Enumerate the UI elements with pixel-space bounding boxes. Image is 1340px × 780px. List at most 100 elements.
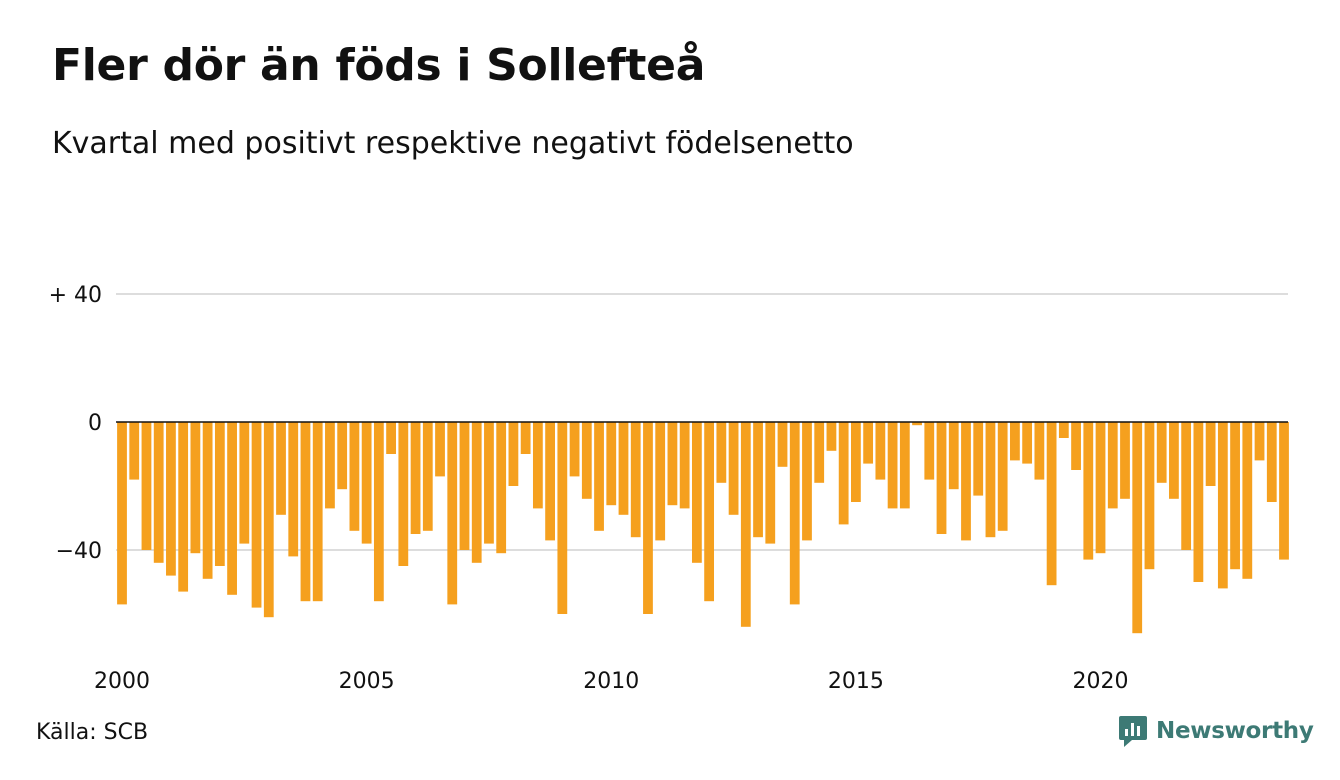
bar [948, 422, 959, 490]
bar [606, 422, 617, 506]
bar-chart: + 40 0 −40 2000 2005 2010 2015 2020 [49, 283, 1289, 694]
bar [1071, 422, 1081, 470]
bar [202, 422, 213, 579]
bar [1242, 422, 1253, 579]
bar [153, 422, 164, 563]
bar [300, 422, 311, 602]
bar [545, 422, 555, 541]
bar [1193, 422, 1204, 582]
bar [337, 422, 348, 490]
bar [1169, 422, 1179, 499]
y-tick-label: + 40 [49, 283, 102, 308]
bar [1058, 422, 1069, 438]
bar [1266, 422, 1277, 502]
bar [520, 422, 531, 454]
bar [667, 422, 678, 506]
bar [1107, 422, 1118, 509]
bar [386, 422, 396, 454]
bar [899, 422, 910, 509]
bar [227, 422, 237, 595]
bar [728, 422, 739, 515]
bar [753, 422, 763, 538]
bar [1156, 422, 1167, 483]
bar [263, 422, 274, 618]
bar [765, 422, 776, 544]
bar [471, 422, 482, 563]
bar [826, 422, 837, 451]
newsworthy-logo-icon [1119, 716, 1147, 747]
bar [410, 422, 421, 534]
bar [961, 422, 971, 541]
newsworthy-logo-text: Newsworthy [1156, 718, 1314, 744]
bar [1181, 422, 1192, 550]
bar [789, 422, 800, 605]
bar [912, 422, 922, 426]
bar [1120, 422, 1130, 499]
bar [435, 422, 445, 477]
bar [679, 422, 690, 509]
x-tick-label: 2020 [1073, 669, 1129, 694]
bar [1034, 422, 1045, 480]
bar [325, 422, 335, 509]
bar [117, 422, 127, 605]
bar [802, 422, 812, 541]
bar [1205, 422, 1216, 486]
bar [1022, 422, 1033, 464]
chart-subtitle: Kvartal med positivt respektive negativt… [52, 126, 854, 161]
bar [704, 422, 715, 602]
bar [214, 422, 225, 566]
bar [740, 422, 751, 627]
bar [288, 422, 299, 557]
bar [985, 422, 996, 538]
bars [117, 422, 1289, 634]
bar [875, 422, 886, 480]
source-note: Källa: SCB [36, 720, 149, 745]
bar [459, 422, 470, 550]
x-tick-label: 2015 [828, 669, 884, 694]
bar [1046, 422, 1057, 586]
bar [1010, 422, 1020, 461]
bar [1254, 422, 1265, 461]
bar [1132, 422, 1143, 634]
bar [251, 422, 262, 608]
bar [716, 422, 727, 483]
bar [447, 422, 458, 605]
bar [422, 422, 433, 531]
bar [838, 422, 849, 525]
bar [581, 422, 592, 499]
x-tick-label: 2010 [583, 669, 639, 694]
bar [1144, 422, 1155, 570]
bar [166, 422, 176, 576]
bar [618, 422, 629, 515]
bar [569, 422, 580, 477]
bar [814, 422, 825, 483]
bar [1217, 422, 1228, 589]
bar [655, 422, 666, 541]
bar [777, 422, 788, 467]
newsworthy-logo[interactable]: Newsworthy [1118, 714, 1314, 748]
axes: + 40 0 −40 2000 2005 2010 2015 2020 [49, 283, 1288, 694]
chart-title: Fler dör än föds i Sollefteå [52, 40, 706, 91]
bar [398, 422, 409, 566]
x-tick-label: 2005 [339, 669, 395, 694]
bar [532, 422, 543, 509]
bar [361, 422, 372, 544]
bar [863, 422, 874, 464]
bar [1279, 422, 1289, 560]
bar [973, 422, 984, 496]
bar [312, 422, 323, 602]
bar [496, 422, 507, 554]
bar [141, 422, 152, 550]
bar [190, 422, 201, 554]
bar [373, 422, 384, 602]
bar [691, 422, 702, 563]
bar [129, 422, 140, 480]
bar [1083, 422, 1094, 560]
bar [997, 422, 1008, 531]
bar [1230, 422, 1240, 570]
bar [178, 422, 189, 592]
bar [643, 422, 653, 614]
bar [508, 422, 519, 486]
bar [936, 422, 947, 534]
bar [484, 422, 494, 544]
